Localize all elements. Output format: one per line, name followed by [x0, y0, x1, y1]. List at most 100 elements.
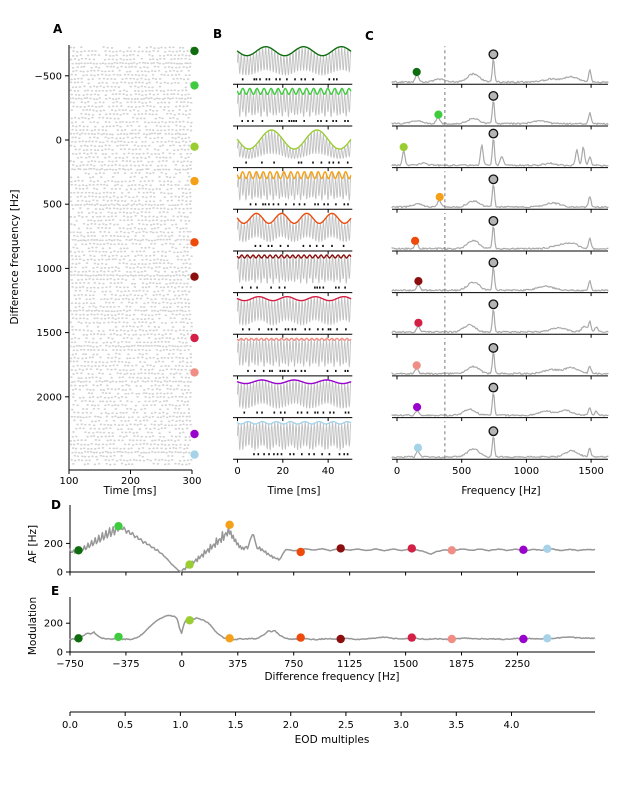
eod-axis-tick-label: 3.0 — [393, 720, 409, 731]
power-spectrum-crimson — [391, 309, 609, 334]
eod-axis-tick-label: 2.0 — [283, 720, 299, 731]
panel-c-xlabel: Frequency [Hz] — [461, 485, 541, 497]
modulation-dot-orangered — [296, 633, 305, 642]
modulation-dot-crimson — [407, 633, 416, 642]
panel-e-xtick-label: −375 — [112, 659, 139, 670]
eod-peak-circle — [488, 174, 499, 185]
panel-b-xtick-label: 40 — [322, 466, 335, 477]
panel-e-ytick-label: 0 — [57, 648, 63, 659]
eod-axis-label: EOD multiples — [294, 734, 370, 746]
panel-a-ytick-label: 1500 — [37, 328, 62, 339]
stimulus-marker-darkgreen — [190, 46, 199, 56]
panel-a-ytick-label: 2000 — [37, 392, 62, 403]
af-peak-dot-crimson — [414, 318, 423, 327]
panel-e-ylabel: Modulation — [26, 596, 39, 656]
modulation-dot-darkgreen — [74, 634, 83, 643]
power-spectrum-darkgreen — [391, 59, 609, 84]
af-dot-orange — [225, 520, 234, 529]
stimulus-marker-darkviolet — [190, 429, 199, 439]
panel-e-xtick-label: 375 — [228, 659, 247, 670]
envelope-trace-darkviolet — [236, 379, 352, 385]
af-dot-orangered — [296, 547, 305, 557]
eod-axis-tick-label: 1.0 — [172, 720, 188, 731]
panel-label-c: C — [365, 29, 374, 43]
beat-carrier-lightcoral — [237, 338, 352, 368]
panel-label-d: D — [51, 498, 61, 512]
envelope-trace-yellowgreen — [236, 129, 352, 150]
stimulus-marker-yellowgreen — [190, 142, 199, 151]
af-dot-lightcoral — [447, 546, 456, 555]
power-spectrum-orange — [391, 184, 609, 209]
af-dot-darkgreen — [74, 546, 83, 555]
panel-b-xtick-label: 20 — [276, 466, 289, 477]
stimulus-marker-orangered — [190, 238, 199, 247]
eod-axis-tick-label: 1.5 — [228, 720, 244, 731]
af-dot-yellowgreen — [185, 560, 194, 569]
af-peak-dot-orange — [435, 192, 444, 202]
envelope-trace-limegreen — [236, 87, 352, 96]
modulation-dot-lightblue — [543, 634, 552, 643]
af-peak-dot-lightblue — [413, 443, 423, 452]
panel-d-ylabel: AF [Hz] — [26, 524, 39, 564]
modulation-dot-lightcoral — [447, 634, 456, 644]
eod-peak-circle — [488, 299, 499, 310]
eod-peak-circle — [488, 342, 499, 353]
eod-axis-tick-label: 4.0 — [504, 720, 520, 731]
power-spectrum-darkred — [391, 267, 609, 292]
stimulus-marker-lightcoral — [190, 368, 199, 377]
panel-label-b: B — [213, 27, 223, 41]
envelope-trace-darkgreen — [236, 46, 352, 57]
modulation-dot-yellowgreen — [185, 616, 194, 625]
eod-peak-circle — [488, 426, 499, 437]
af-peak-dot-yellowgreen — [399, 143, 408, 152]
beat-carrier-orange — [237, 171, 352, 201]
af-dot-darkred — [336, 544, 345, 553]
eod-axis-tick-label: 2.5 — [338, 720, 354, 731]
panel-a-ytick-label: 500 — [43, 200, 62, 211]
panel-a-ytick-label: −500 — [35, 71, 62, 82]
envelope-trace-crimson — [236, 296, 352, 302]
panel-a-ytick-label: 1000 — [37, 264, 62, 275]
power-spectrum-lightblue — [391, 436, 609, 459]
panel-e-ytick-label: 200 — [44, 619, 63, 630]
beat-carrier-yellowgreen — [237, 130, 352, 159]
beat-carrier-darkviolet — [237, 380, 352, 409]
af-dot-crimson — [407, 544, 416, 553]
envelope-trace-orangered — [236, 212, 352, 224]
beat-carrier-darkred — [237, 255, 352, 284]
stimulus-marker-orange — [190, 176, 199, 186]
eod-peak-circle — [488, 90, 499, 101]
eod-axis-tick-label: 3.5 — [448, 720, 464, 731]
stimulus-marker-crimson — [190, 333, 199, 343]
eod-peak-circle — [488, 257, 499, 268]
panel-c-xtick-label: 1000 — [514, 466, 539, 477]
af-dot-lightblue — [543, 544, 552, 553]
panel-a-xtick-label: 300 — [182, 476, 201, 487]
power-spectrum-darkviolet — [391, 393, 609, 417]
beat-carrier-crimson — [237, 296, 352, 326]
envelope-trace-lightblue — [236, 420, 352, 425]
panel-a-xtick-label: 100 — [59, 476, 78, 487]
panel-e-xtick-label: 2250 — [505, 659, 530, 670]
panel-e-xtick-label: −750 — [56, 659, 83, 670]
modulation-dot-darkviolet — [519, 634, 528, 644]
af-dot-darkviolet — [519, 545, 528, 554]
beat-carrier-lightblue — [237, 421, 352, 451]
panel-label-a: A — [53, 22, 63, 36]
stimulus-marker-lightblue — [190, 450, 199, 459]
modulation-curve — [69, 614, 596, 641]
modulation-dot-darkred — [336, 634, 345, 644]
eod-peak-circle — [488, 49, 499, 60]
panel-c-xtick-label: 500 — [452, 466, 471, 477]
panel-a-ylabel: Difference frequency [Hz] — [8, 189, 21, 325]
af-peak-dot-darkred — [414, 277, 423, 286]
panel-c-xtick-label: 1500 — [578, 466, 603, 477]
modulation-dot-limegreen — [114, 632, 123, 642]
eod-peak-circle — [488, 215, 499, 226]
eod-axis-tick-label: 0.5 — [117, 720, 133, 731]
panel-d-ytick-label: 200 — [44, 539, 63, 550]
panel-d-ytick-label: 0 — [57, 568, 63, 579]
eod-peak-circle — [488, 382, 499, 393]
